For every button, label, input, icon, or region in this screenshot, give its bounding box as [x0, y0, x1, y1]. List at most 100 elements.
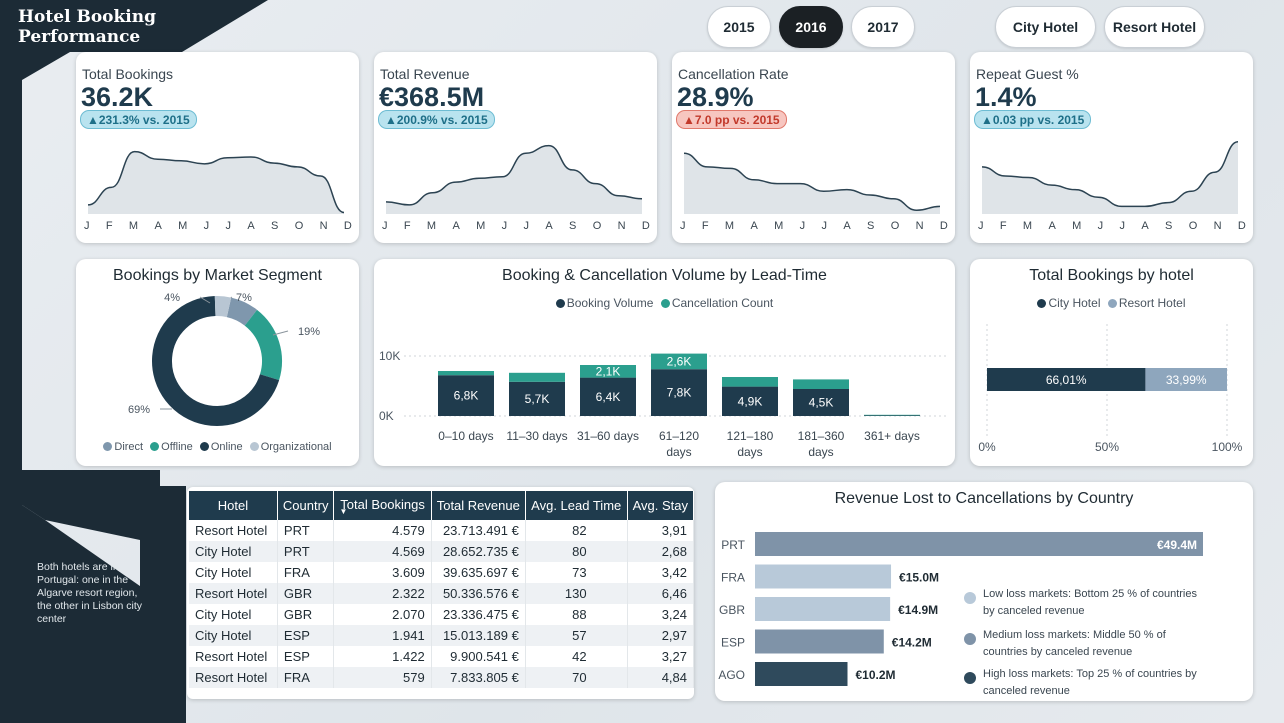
- revenue-lost-title: Revenue Lost to Cancellations by Country: [834, 490, 1134, 507]
- table-row[interactable]: Resort Hotel ESP 1.422 9.900.541 €42 3,27: [189, 646, 695, 667]
- revenue-lost-value: €10.2M: [856, 668, 896, 682]
- column-header-total-revenue[interactable]: Total Revenue: [431, 491, 526, 520]
- revenue-lost-bar[interactable]: [755, 662, 848, 686]
- donut-slice[interactable]: [214, 296, 232, 318]
- booking-bar[interactable]: [864, 415, 920, 416]
- legend-label: Cancellation Count: [671, 296, 774, 310]
- kpi-value: €368.5M: [379, 82, 485, 112]
- cell-lead-time: 88: [525, 604, 628, 625]
- cell-country: PRT: [277, 520, 335, 541]
- year-2017-button[interactable]: 2017: [851, 6, 915, 48]
- donut-slice[interactable]: [152, 296, 280, 426]
- booking-bar[interactable]: [438, 375, 494, 416]
- year-2015-button[interactable]: 2015: [707, 6, 771, 48]
- month-tick-label: F: [999, 220, 1007, 232]
- cancellation-bar[interactable]: [864, 414, 920, 416]
- cell-bookings: 1.941: [333, 625, 432, 646]
- legend-label: countries by canceled revenue: [983, 646, 1132, 658]
- sparkline-area: [982, 141, 1238, 214]
- donut-slice[interactable]: [244, 309, 282, 381]
- month-tick-label: M: [774, 220, 784, 232]
- legend-swatch: [964, 633, 976, 645]
- table-row[interactable]: Resort Hotel PRT 4.579 23.713.491 €82 3,91: [189, 520, 695, 541]
- year-2016-button[interactable]: 2016: [779, 6, 843, 48]
- revenue-lost-bar[interactable]: [755, 629, 884, 654]
- table-row[interactable]: Resort Hotel GBR 2.322 50.336.576 €130 6,46: [189, 583, 695, 604]
- legend-swatch: [199, 442, 209, 451]
- cancellation-bar[interactable]: [509, 372, 565, 382]
- legend-direct: Direct: [103, 441, 143, 453]
- booking-bar[interactable]: [509, 381, 565, 416]
- column-header-country[interactable]: Country: [277, 491, 335, 520]
- booking-data-label: 6,4K: [596, 390, 621, 404]
- donut-data-label: 69%: [128, 404, 150, 416]
- table-row[interactable]: City Hotel PRT 4.569 28.652.735 €80 2,68: [189, 541, 695, 562]
- cancellation-bar[interactable]: [722, 377, 778, 387]
- revenue-lost-value: €49.4M: [1157, 538, 1197, 552]
- table-row[interactable]: City Hotel FRA 3.609 39.635.697 €73 3,42: [189, 562, 695, 583]
- cancellation-bar[interactable]: [793, 379, 849, 389]
- city-hotel-button[interactable]: City Hotel: [995, 6, 1096, 48]
- cell-revenue: 15.013.189 €: [431, 625, 526, 646]
- cell-bookings: 2.322: [333, 583, 432, 604]
- column-header-hotel[interactable]: Hotel: [189, 491, 278, 520]
- revenue-lost-bar[interactable]: [755, 532, 1203, 556]
- column-header-total-bookings[interactable]: Total Bookings ▼: [333, 491, 432, 520]
- booking-data-label: 7,8K: [667, 386, 692, 400]
- month-tick-label: M: [178, 220, 188, 232]
- month-tick-label: N: [319, 220, 328, 232]
- legend-label: Low loss markets: Bottom 25 % of countri…: [983, 588, 1197, 600]
- sparkline-area: [88, 151, 344, 214]
- booking-bar[interactable]: [580, 377, 636, 416]
- month-tick-label: F: [403, 220, 411, 232]
- hotel-share-bar[interactable]: [1145, 368, 1227, 391]
- kpi-label: Total Revenue: [380, 66, 470, 82]
- table-row[interactable]: Resort Hotel FRA 579 7.833.805 €70 4,84: [189, 667, 695, 688]
- donut-slice[interactable]: [226, 297, 258, 326]
- legend-label: Direct: [114, 441, 144, 453]
- cell-lead-time: 42: [525, 646, 628, 667]
- market-segment-legend: Direct Offline Online Organizational: [76, 441, 359, 453]
- resort-hotel-button[interactable]: Resort Hotel: [1104, 6, 1205, 48]
- table-row[interactable]: City Hotel GBR 2.070 23.336.475 €88 3,24: [189, 604, 695, 625]
- country-label: PRT: [721, 538, 745, 552]
- cancellation-bar[interactable]: [580, 365, 636, 378]
- legend-swatch: [555, 299, 565, 308]
- sparkline-area: [684, 153, 940, 214]
- cell-country: GBR: [277, 583, 335, 604]
- cancellation-bar[interactable]: [651, 353, 707, 370]
- kpi-delta-badge: ▲231.3% vs. 2015: [80, 110, 197, 129]
- revenue-lost-value: €15.0M: [899, 571, 939, 585]
- booking-data-label: 5,7K: [525, 392, 550, 406]
- x-category-label: days: [666, 445, 691, 459]
- cell-hotel: Resort Hotel: [189, 520, 278, 541]
- revenue-lost-bar[interactable]: [755, 597, 891, 621]
- sparkline-line: [385, 144, 643, 206]
- country-table-card: Hotel Country Total Bookings ▼ Total Reve…: [187, 487, 695, 699]
- booking-bar[interactable]: [651, 369, 707, 416]
- hotel-share-bar[interactable]: [987, 368, 1146, 391]
- column-header-avg-lead-time[interactable]: Avg. Lead Time: [525, 491, 628, 520]
- cell-revenue: 23.713.491 €: [431, 520, 526, 541]
- month-tick-label: A: [154, 220, 162, 232]
- revenue-lost-bar[interactable]: [755, 564, 892, 589]
- country-table: Hotel Country Total Bookings ▼ Total Reve…: [189, 491, 695, 688]
- month-tick-label: J: [523, 220, 529, 232]
- leadtime-bar-chart: 10K 0K 6,8K 0–10 days 5,7K 11–30 days 6,4K 2,1K…: [379, 349, 949, 459]
- sparkline-line: [981, 141, 1239, 208]
- column-header-avg-stay[interactable]: Avg. Stay: [627, 491, 695, 520]
- booking-bar[interactable]: [722, 386, 778, 416]
- booking-bar[interactable]: [793, 389, 849, 416]
- legend-swatch: [249, 442, 259, 451]
- cell-country: ESP: [277, 646, 335, 667]
- table-row[interactable]: City Hotel ESP 1.941 15.013.189 €57 2,97: [189, 625, 695, 646]
- cell-country: FRA: [277, 562, 335, 583]
- cancellation-bar[interactable]: [438, 371, 494, 376]
- cell-bookings: 2.070: [333, 604, 432, 625]
- month-tick-label: A: [452, 220, 460, 232]
- kpi-label: Repeat Guest %: [976, 66, 1079, 82]
- month-tick-label: O: [1188, 220, 1198, 232]
